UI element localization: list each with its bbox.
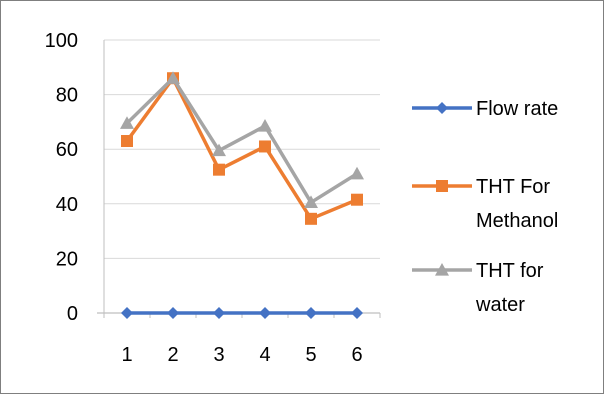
data-point bbox=[121, 307, 133, 319]
legend-entry: THT for water bbox=[412, 260, 544, 316]
data-point bbox=[213, 163, 225, 176]
y-tick-label: 0 bbox=[67, 303, 78, 325]
data-point bbox=[258, 118, 272, 132]
data-point bbox=[167, 307, 179, 319]
data-point bbox=[259, 140, 271, 153]
legend: Flow rate THT For Methanol THT for water bbox=[412, 98, 558, 316]
legend-label: THT For bbox=[476, 176, 550, 198]
y-tick-label: 80 bbox=[56, 85, 78, 107]
x-tick-label: 5 bbox=[305, 344, 316, 366]
legend-entry: Flow rate bbox=[412, 98, 558, 120]
data-point bbox=[166, 71, 180, 84]
legend-label: Methanol bbox=[476, 210, 558, 232]
y-tick-label: 60 bbox=[56, 139, 78, 161]
data-point bbox=[351, 193, 363, 206]
y-tick-label: 20 bbox=[56, 248, 78, 270]
data-point bbox=[213, 307, 225, 319]
x-tick-label: 4 bbox=[259, 344, 270, 366]
data-point bbox=[305, 307, 317, 319]
data-point bbox=[304, 195, 318, 209]
legend-label: water bbox=[475, 294, 525, 316]
gridlines bbox=[104, 39, 380, 259]
series-group bbox=[120, 71, 364, 319]
y-tick-label: 40 bbox=[56, 194, 78, 216]
data-point bbox=[259, 307, 271, 319]
x-tick-label: 1 bbox=[121, 344, 132, 366]
data-point bbox=[305, 212, 317, 225]
data-point bbox=[351, 307, 363, 319]
legend-entry: THT For Methanol bbox=[412, 176, 558, 232]
legend-label: Flow rate bbox=[476, 98, 558, 120]
x-tick-label: 6 bbox=[351, 344, 362, 366]
data-point bbox=[120, 116, 134, 129]
x-tick-label: 3 bbox=[213, 344, 224, 366]
series-line bbox=[125, 76, 358, 221]
data-point bbox=[350, 166, 364, 180]
x-tick-label: 2 bbox=[167, 344, 178, 366]
series-tht-for-water bbox=[120, 71, 364, 209]
y-tick-labels: 0 20 40 60 80 100 bbox=[45, 30, 78, 325]
data-point bbox=[121, 135, 133, 148]
data-point bbox=[436, 180, 448, 192]
data-point bbox=[212, 143, 226, 157]
series-flow-rate bbox=[121, 307, 363, 319]
series-line bbox=[125, 76, 358, 205]
x-tick-labels: 1 2 3 4 5 6 bbox=[121, 344, 362, 366]
data-point bbox=[436, 102, 448, 114]
legend-label: THT for bbox=[476, 260, 544, 282]
axes bbox=[97, 40, 381, 318]
y-tick-label: 100 bbox=[45, 30, 78, 52]
data-point bbox=[435, 263, 449, 276]
